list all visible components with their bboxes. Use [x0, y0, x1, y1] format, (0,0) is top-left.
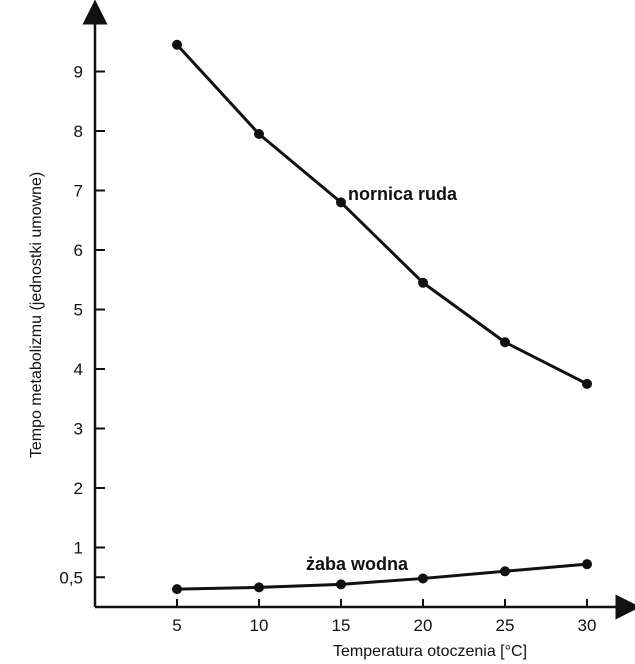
- y-tick-label: 6: [74, 241, 83, 260]
- data-point: [500, 337, 510, 348]
- data-point: [500, 566, 510, 577]
- x-tick-label: 15: [332, 616, 351, 635]
- y-tick-label: 5: [74, 301, 83, 320]
- y-ticks: 0,5 1 2 3 4 5 6 7 8 9: [59, 63, 105, 587]
- data-point: [582, 378, 592, 389]
- series-label-nornica: nornica ruda: [348, 184, 458, 204]
- series-line-2: [176, 562, 588, 591]
- data-point: [254, 582, 264, 593]
- y-tick-label: 9: [74, 63, 83, 82]
- data-point: [254, 128, 264, 139]
- y-tick-label: 3: [74, 420, 83, 439]
- y-tick-label: 4: [74, 360, 83, 379]
- x-tick-label: 10: [250, 616, 269, 635]
- x-axis-title: Temperatura otoczenia [°C]: [333, 643, 527, 660]
- x-tick-label: 5: [172, 616, 181, 635]
- y-tick-label: 7: [74, 182, 83, 201]
- y-tick-label: 2: [74, 479, 83, 498]
- series-layer: [172, 39, 592, 595]
- data-point: [582, 559, 592, 570]
- data-point: [172, 584, 182, 595]
- series-line-1: [175, 43, 588, 386]
- data-point: [172, 39, 182, 50]
- x-tick-label: 20: [414, 616, 433, 635]
- data-point: [336, 579, 346, 590]
- x-tick-label: 25: [496, 616, 515, 635]
- x-ticks: 5 10 15 20 25 30: [172, 599, 596, 635]
- data-point: [418, 277, 428, 288]
- y-tick-label: 8: [74, 122, 83, 141]
- data-point: [418, 573, 428, 584]
- y-axis-title: Tempo metabolizmu (jednostki umowne): [28, 172, 45, 458]
- series-label-zaba: żaba wodna: [306, 554, 409, 574]
- y-tick-label: 0,5: [59, 568, 83, 587]
- x-tick-label: 30: [578, 616, 597, 635]
- data-point: [336, 197, 346, 208]
- y-tick-label: 1: [74, 539, 83, 558]
